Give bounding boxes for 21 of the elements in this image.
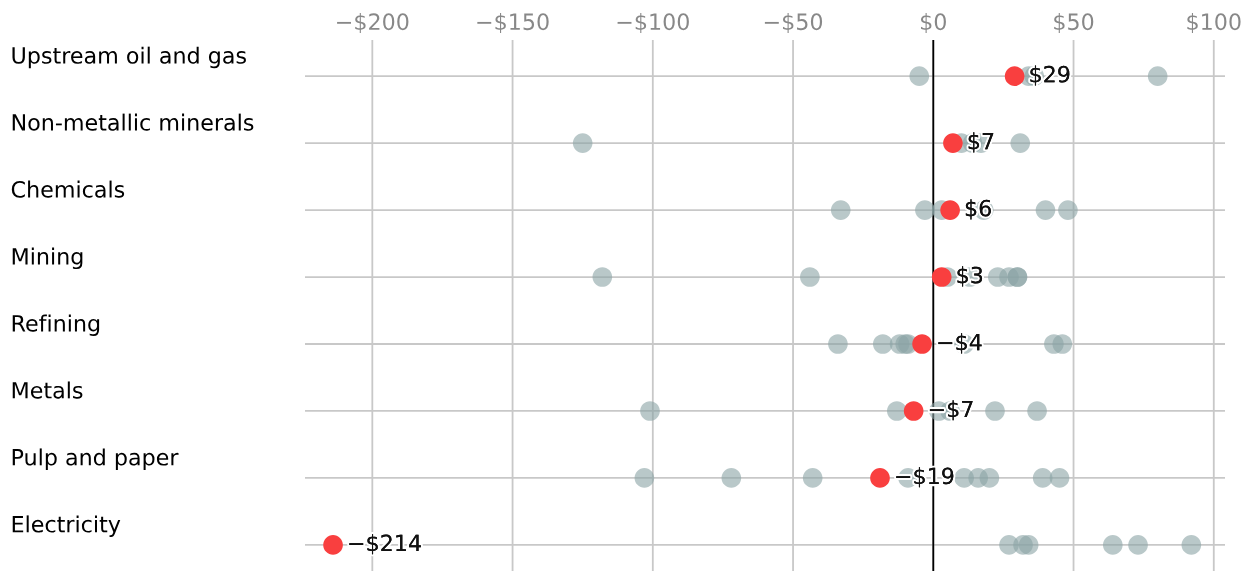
y-tick-label: Non-metallic minerals: [12, 113, 254, 131]
y-tick-label: Pulp and paper: [12, 448, 179, 470]
data-label: $6: [965, 199, 991, 220]
y-tick-label: Refining: [12, 314, 100, 336]
y-tick-label: Metals: [12, 381, 83, 399]
x-tick-label: $50: [1054, 12, 1094, 34]
x-tick-label: $0: [921, 12, 946, 34]
x-tick-label: −$100: [617, 12, 689, 34]
x-tick-label: $100: [1187, 12, 1241, 34]
data-label: −$214: [349, 534, 421, 555]
data-label: −$4: [938, 333, 982, 354]
data-label: $29: [1030, 65, 1070, 86]
y-tick-label: Chemicals: [11, 180, 125, 198]
x-tick-label: −$150: [477, 12, 549, 34]
x-tick-label: −$50: [764, 12, 823, 34]
y-tick-label: Electricity: [12, 515, 121, 537]
data-label: $7: [968, 132, 994, 153]
y-tick-label: Upstream oil and gas: [12, 46, 246, 69]
data-label: $3: [957, 266, 983, 287]
y-tick-label: Mining: [12, 247, 83, 270]
x-tick-label: −$200: [337, 12, 409, 34]
